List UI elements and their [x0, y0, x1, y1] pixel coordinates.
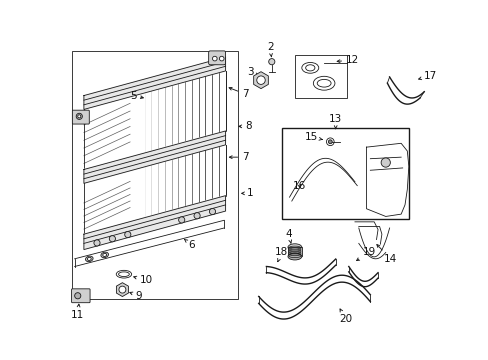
Polygon shape — [84, 131, 225, 183]
Text: 1: 1 — [241, 188, 253, 198]
Circle shape — [109, 236, 115, 242]
Text: 12: 12 — [336, 55, 358, 65]
Text: 11: 11 — [71, 304, 84, 320]
Ellipse shape — [85, 256, 93, 262]
Circle shape — [75, 293, 81, 299]
Circle shape — [124, 231, 131, 238]
Circle shape — [212, 56, 217, 61]
Circle shape — [78, 115, 81, 118]
Text: 10: 10 — [134, 275, 152, 285]
Circle shape — [76, 113, 82, 120]
Text: 15: 15 — [304, 132, 322, 142]
Text: 16: 16 — [292, 181, 305, 191]
Text: 17: 17 — [418, 71, 437, 81]
Text: 3: 3 — [246, 67, 258, 77]
Bar — [281, 128, 408, 219]
Text: 7: 7 — [229, 152, 248, 162]
FancyBboxPatch shape — [72, 110, 89, 124]
Text: 5: 5 — [130, 91, 143, 100]
Ellipse shape — [287, 244, 301, 251]
Bar — [287, 247, 301, 256]
Text: 13: 13 — [328, 114, 342, 129]
Circle shape — [219, 56, 224, 61]
Polygon shape — [84, 195, 225, 249]
Bar — [294, 55, 346, 98]
Circle shape — [328, 140, 331, 144]
Circle shape — [380, 158, 389, 167]
Text: 6: 6 — [184, 239, 195, 250]
Text: 2: 2 — [266, 42, 273, 57]
Ellipse shape — [287, 253, 301, 260]
Circle shape — [178, 217, 184, 223]
Text: 14: 14 — [376, 244, 397, 264]
Text: 7: 7 — [229, 87, 248, 99]
FancyBboxPatch shape — [208, 51, 225, 65]
Text: 18: 18 — [275, 247, 288, 262]
Circle shape — [119, 286, 125, 293]
Text: 8: 8 — [239, 121, 251, 131]
Text: 19: 19 — [356, 247, 375, 261]
Text: 20: 20 — [339, 309, 351, 324]
Ellipse shape — [101, 252, 108, 258]
FancyBboxPatch shape — [71, 289, 90, 303]
Bar — [72, 51, 238, 299]
Circle shape — [94, 240, 100, 246]
Text: 4: 4 — [285, 229, 291, 243]
Circle shape — [256, 76, 264, 84]
Circle shape — [194, 213, 200, 219]
Polygon shape — [84, 57, 225, 109]
Circle shape — [268, 59, 274, 65]
Ellipse shape — [102, 253, 106, 256]
Text: 9: 9 — [129, 291, 142, 301]
Ellipse shape — [87, 257, 91, 260]
Circle shape — [209, 208, 215, 215]
